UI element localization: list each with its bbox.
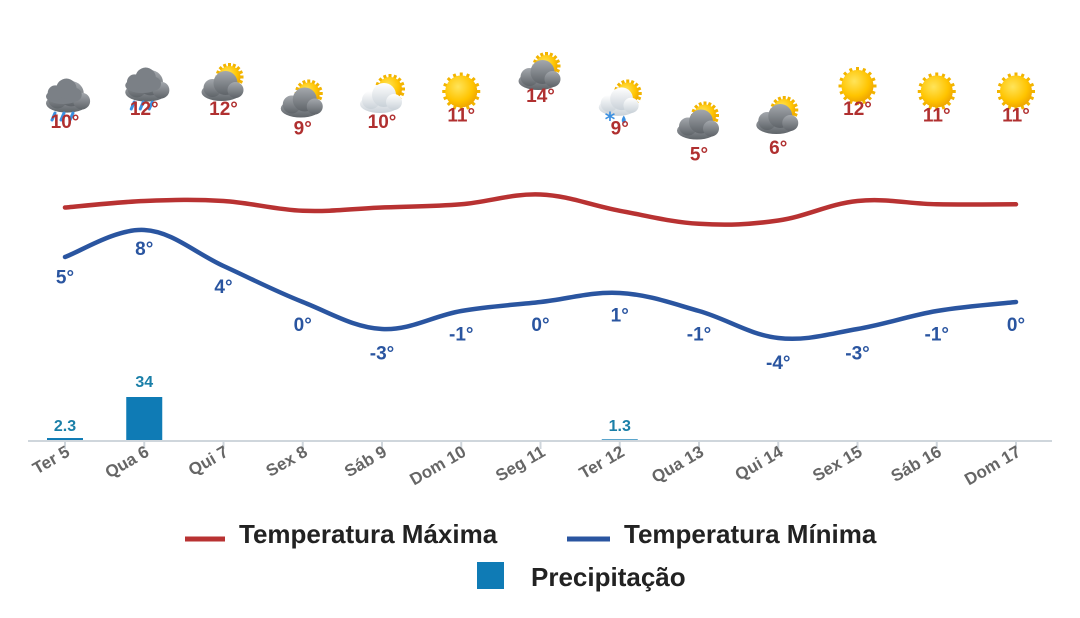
precip-label: 2.3 — [54, 418, 76, 435]
tmax-label: 9° — [611, 119, 629, 140]
legend-label-tmax: Temperatura Máxima — [239, 519, 498, 549]
tmin-label: 0° — [1007, 315, 1025, 336]
tmax-label: 11° — [923, 106, 951, 127]
x-axis: Ter 5 Qua 6 Qui 7 Sex 8 Sáb 9 Dom 10 Seg 11 Ter… — [28, 440, 1052, 489]
tmin-label: -1° — [925, 325, 950, 346]
x-tick-label: Qui 14 — [732, 442, 787, 485]
x-tick-label: Ter 12 — [576, 442, 628, 483]
rain-cloud-icon — [46, 78, 91, 122]
x-tick-label: Qua 13 — [648, 442, 707, 487]
tmin-label: -1° — [449, 325, 474, 346]
rain-cloud-icon — [125, 67, 170, 111]
temperature-lines — [62, 192, 1019, 341]
precip-label: 1.3 — [609, 418, 631, 435]
tmax-label: 11° — [447, 106, 475, 127]
sun-icon — [917, 72, 956, 111]
tmax-label: 10° — [51, 112, 80, 133]
tmax-labels: 10° 12° 12° 9° 10° 11° 14° 9° 5° 6° 12° 11° 11° — [51, 86, 1030, 166]
legend: Temperatura Máxima Temperatura Mínima Prec… — [185, 519, 877, 592]
cloud-sun-icon — [280, 79, 323, 118]
legend-swatch-precip — [477, 562, 504, 589]
tmin-label: 8° — [135, 239, 153, 260]
cloud-sun-icon — [756, 96, 799, 134]
sun-icon — [997, 72, 1035, 111]
tmin-label: -3° — [845, 344, 870, 365]
x-tick-label: Sex 15 — [809, 442, 865, 485]
x-tick-label: Seg 11 — [492, 442, 548, 485]
snow-rain-sun-icon: * — [598, 79, 642, 132]
cloud-sun-icon — [518, 52, 561, 90]
tmin-labels: 5° 8° 4° 0° -3° -1° 0° 1° -1° -4° -3° -1° 0° — [56, 239, 1025, 374]
x-tick-label: Sáb 16 — [888, 442, 945, 486]
tmin-label: -1° — [687, 325, 712, 346]
x-tick-label: Qui 7 — [185, 442, 231, 480]
cloud-sun-icon — [201, 63, 244, 101]
tmax-label: 6° — [769, 138, 787, 159]
tmin-label: 5° — [56, 268, 74, 289]
svg-text:*: * — [605, 108, 616, 132]
legend-label-precip: Precipitação — [531, 562, 686, 592]
x-tick-label: Ter 5 — [29, 442, 73, 478]
tmin-label: -3° — [370, 344, 395, 365]
precipitation-bars: 2.3 34 1.3 — [47, 374, 638, 441]
tmax-label: 14° — [526, 86, 555, 107]
tmax-line — [62, 192, 1019, 227]
precip-label: 34 — [135, 374, 153, 391]
tmin-line — [62, 227, 1019, 341]
tmin-label: -4° — [766, 353, 791, 374]
tmax-label: 12° — [843, 99, 872, 120]
precip-bar — [47, 438, 83, 441]
tmax-label: 12° — [209, 99, 238, 120]
x-tick-label: Dom 10 — [407, 442, 470, 489]
cloud-sun-icon — [677, 101, 719, 140]
x-tick-label: Sáb 9 — [341, 442, 390, 481]
weather-icons: * — [46, 52, 1035, 140]
tmax-label: 11° — [1002, 106, 1030, 127]
x-tick-label: Dom 17 — [961, 442, 1024, 489]
sun-icon — [838, 67, 877, 105]
tmin-label: 0° — [294, 315, 312, 336]
tmin-label: 0° — [531, 315, 549, 336]
tmin-label: 4° — [214, 277, 232, 298]
tmin-label: 1° — [611, 306, 629, 327]
tmax-label: 9° — [294, 119, 312, 140]
sun-icon — [442, 72, 481, 111]
tmax-label: 5° — [690, 145, 708, 166]
legend-label-tmin: Temperatura Mínima — [624, 519, 877, 549]
precip-bar — [126, 397, 163, 441]
x-tick-label: Sex 8 — [263, 442, 311, 481]
sun-behind-light-cloud-icon — [360, 74, 405, 113]
x-tick-label: Qua 6 — [102, 442, 152, 482]
tmax-label: 12° — [130, 99, 159, 120]
tmax-label: 10° — [368, 112, 397, 133]
